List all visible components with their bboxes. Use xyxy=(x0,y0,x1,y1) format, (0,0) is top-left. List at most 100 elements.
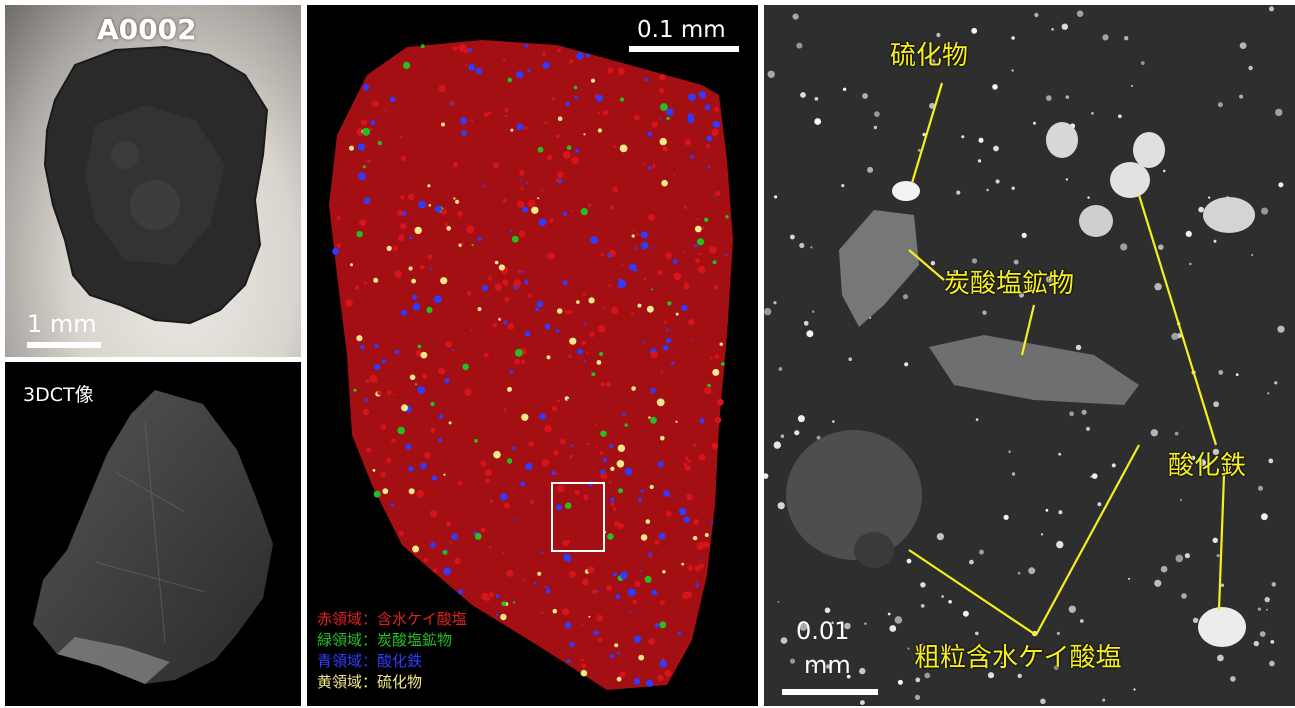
mineral-speck xyxy=(659,74,666,81)
mineral-speck xyxy=(526,182,529,185)
mineral-speck xyxy=(589,331,595,338)
mineral-speck xyxy=(567,398,570,401)
photo-scale-label: 1 mm xyxy=(27,310,97,338)
mineral-speck xyxy=(551,470,556,476)
mineral-speck xyxy=(619,144,628,153)
mineral-speck xyxy=(577,348,583,355)
bse-particle xyxy=(792,13,799,20)
mineral-speck xyxy=(360,345,365,350)
mineral-speck xyxy=(438,414,444,419)
bse-particle xyxy=(1051,28,1054,31)
mineral-speck xyxy=(688,318,695,326)
bse-particle xyxy=(1212,537,1218,543)
mineral-speck xyxy=(542,61,550,69)
bse-particle xyxy=(1162,169,1166,173)
mineral-speck xyxy=(390,503,394,507)
bse-particle xyxy=(1268,6,1275,12)
mineral-speck xyxy=(651,121,658,128)
mineral-speck xyxy=(602,306,606,310)
mineral-speck xyxy=(709,356,713,360)
mineral-map-panel: 0.1 mm 赤領域：含水ケイ酸塩 緑領域：炭酸塩鉱物 青領域：酸化鉄 黄領域：… xyxy=(307,5,758,706)
mineral-speck xyxy=(581,663,587,668)
mineral-speck xyxy=(403,61,411,69)
mineral-speck xyxy=(429,510,437,518)
mineral-speck xyxy=(489,499,493,503)
mineral-speck xyxy=(557,484,565,493)
mineral-grain xyxy=(1046,122,1078,158)
mineral-speck xyxy=(509,370,514,374)
mineral-speck xyxy=(467,47,473,53)
mineral-speck xyxy=(445,548,448,551)
mineral-speck xyxy=(596,360,602,365)
mineral-speck xyxy=(564,622,572,629)
bse-particle xyxy=(1150,429,1158,437)
mineral-speck xyxy=(595,94,603,102)
mineral-speck xyxy=(531,206,539,214)
mineral-speck xyxy=(433,295,442,304)
mineral-speck xyxy=(699,563,704,569)
mineral-speck xyxy=(650,416,657,424)
mineral-speck xyxy=(659,599,666,605)
mineral-speck xyxy=(580,208,588,216)
mineral-speck xyxy=(687,564,694,571)
mineral-speck xyxy=(400,195,405,200)
mineral-speck xyxy=(415,349,422,357)
mineral-speck xyxy=(438,438,443,443)
mineral-speck xyxy=(507,77,513,83)
mineral-speck xyxy=(450,102,454,106)
mineral-speck xyxy=(502,551,505,554)
mineral-speck xyxy=(618,279,627,288)
legend-row-blue: 青領域：酸化鉄 xyxy=(317,651,467,672)
mineral-speck xyxy=(556,472,559,475)
mineral-speck xyxy=(506,458,513,464)
bse-particle xyxy=(1248,65,1253,71)
mineral-speck xyxy=(640,241,649,250)
annotation-lines xyxy=(908,82,1226,636)
mineral-speck xyxy=(712,368,720,376)
mineral-speck xyxy=(522,206,528,213)
bse-particle xyxy=(889,625,897,632)
mineral-speck xyxy=(569,641,575,648)
mineral-speck xyxy=(646,305,654,313)
bse-particle xyxy=(907,647,910,650)
mineral-speck xyxy=(516,123,524,131)
bse-particle xyxy=(914,694,921,701)
iron-oxide-grain xyxy=(1198,607,1246,647)
mineral-speck xyxy=(665,510,672,517)
mineral-speck xyxy=(624,467,633,476)
mineral-speck xyxy=(546,355,551,360)
mineral-speck xyxy=(480,527,486,533)
mineral-speck xyxy=(660,435,665,441)
mineral-speck xyxy=(596,614,603,622)
mineral-speck xyxy=(650,387,656,394)
mineral-speck xyxy=(657,269,663,276)
mineral-speck xyxy=(714,106,720,112)
bse-particle xyxy=(1180,499,1182,501)
mineral-speck xyxy=(706,135,713,142)
mineral-speck xyxy=(698,252,702,256)
mineral-speck xyxy=(524,126,528,130)
bse-particle xyxy=(1277,325,1285,333)
mineral-speck xyxy=(498,264,505,271)
mineral-speck xyxy=(666,116,670,121)
bse-particle xyxy=(1264,596,1270,603)
bse-particle xyxy=(987,672,995,679)
mineral-speck xyxy=(471,243,474,247)
mineral-speck xyxy=(654,539,660,545)
iron-oxide-grain xyxy=(1133,132,1165,168)
bse-particle xyxy=(1124,36,1129,41)
bse-particle xyxy=(1239,42,1247,49)
mineral-speck xyxy=(381,358,386,364)
mineral-speck xyxy=(485,596,491,602)
mineral-speck xyxy=(640,489,644,493)
mineral-speck xyxy=(725,253,728,257)
mineral-speck xyxy=(648,638,656,645)
legend-mineral: 炭酸塩鉱物 xyxy=(377,631,453,649)
mineral-speck xyxy=(667,301,672,306)
bse-particle xyxy=(887,612,891,616)
mineral-speck xyxy=(619,671,626,678)
mineral-speck xyxy=(520,481,526,487)
mineral-speck xyxy=(588,615,591,618)
bse-particle xyxy=(953,269,958,275)
mineral-speck xyxy=(569,454,573,459)
